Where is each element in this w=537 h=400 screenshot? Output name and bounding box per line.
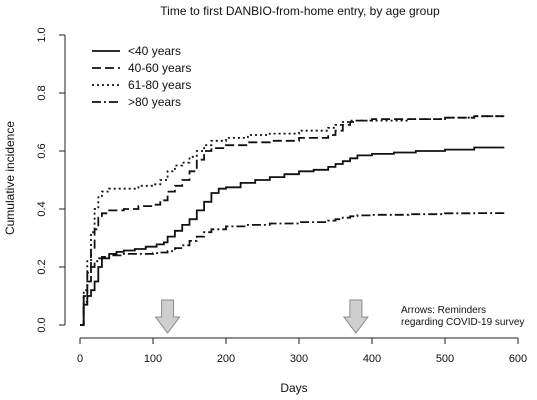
y-tick-label: 1.0 [36, 27, 48, 42]
y-axis-label: Cumulative incidence [3, 121, 17, 235]
legend-label: 61-80 years [128, 78, 191, 92]
chart-title: Time to first DANBIO-from-home entry, by… [160, 4, 440, 18]
series-line-1 [80, 146, 505, 326]
x-axis-label: Days [280, 381, 307, 395]
series-line-2 [80, 114, 505, 326]
annotation-arrows-line2: regarding COVID-19 survey [401, 317, 524, 328]
y-tick-label: 0.2 [36, 259, 48, 274]
y-tick-label: 0.8 [36, 85, 48, 100]
y-ticks: 0.0 0.2 0.4 0.6 0.8 1.0 [36, 27, 65, 333]
x-tick-label: 500 [436, 353, 454, 365]
x-ticks: 0 100 200 300 400 500 600 [77, 338, 527, 365]
reminder-arrows [154, 299, 369, 334]
x-tick-label: 200 [217, 353, 235, 365]
legend-label: >80 years [128, 95, 181, 109]
x-tick-label: 300 [290, 353, 308, 365]
legend: <40 years 40-60 years 61-80 years >80 years [92, 44, 191, 109]
x-tick-label: 100 [144, 353, 162, 365]
legend-label: 40-60 years [128, 61, 191, 75]
x-tick-label: 400 [363, 353, 381, 365]
annotation-arrows-line1: Arrows: Reminders [401, 305, 486, 316]
y-tick-label: 0.0 [36, 317, 48, 332]
y-tick-label: 0.4 [36, 201, 48, 216]
x-tick-label: 600 [509, 353, 527, 365]
y-tick-label: 0.6 [36, 143, 48, 158]
legend-label: <40 years [128, 44, 181, 58]
x-tick-label: 0 [77, 353, 83, 365]
reminder-arrow [342, 299, 369, 334]
reminder-arrow [154, 299, 181, 334]
series-line-4 [80, 212, 505, 326]
series-line-3 [80, 113, 505, 326]
series-group [80, 113, 505, 326]
